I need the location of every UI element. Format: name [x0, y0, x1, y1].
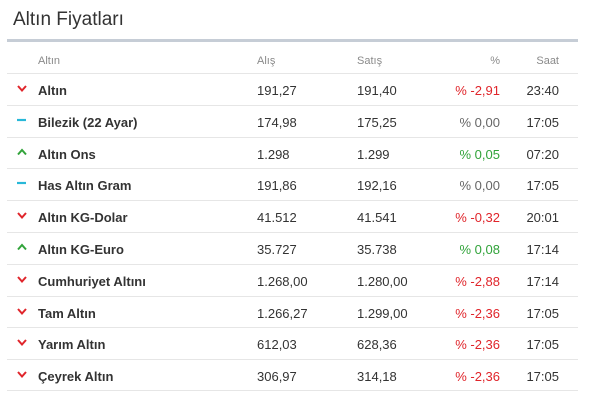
row-saat: 17:05 — [526, 114, 559, 130]
table-row[interactable]: Çeyrek Altın 306,97 314,18 % -2,36 17:05 — [7, 359, 578, 391]
row-name[interactable]: Çeyrek Altın — [38, 369, 114, 385]
row-alis: 1.266,27 — [257, 305, 308, 321]
page-title: Altın Fiyatları — [13, 9, 124, 30]
row-percent: % 0,00 — [459, 114, 500, 130]
dash-icon — [17, 118, 26, 121]
row-alis: 35.727 — [257, 241, 297, 257]
row-percent: % -2,36 — [455, 369, 500, 385]
table-row[interactable]: Altın KG-Euro 35.727 35.738 % 0,08 17:14 — [7, 231, 578, 264]
gold-price-table: Altın 191,27 191,40 % -2,91 23:40 Bilezi… — [7, 73, 578, 391]
row-satis: 1.299 — [357, 146, 390, 162]
chevron-up-icon — [17, 243, 27, 251]
title-divider — [7, 39, 578, 42]
row-saat: 17:05 — [526, 369, 559, 385]
row-percent: % -2,91 — [455, 83, 500, 98]
table-row[interactable]: Has Altın Gram 191,86 192,16 % 0,00 17:0… — [7, 168, 578, 200]
row-satis: 35.738 — [357, 241, 397, 257]
row-percent: % 0,08 — [459, 241, 500, 257]
row-alis: 1.268,00 — [257, 273, 308, 289]
row-saat: 17:14 — [526, 273, 559, 289]
row-alis: 1.298 — [257, 146, 290, 162]
table-row[interactable]: Tam Altın 1.266,27 1.299,00 % -2,36 17:0… — [7, 295, 578, 328]
row-percent: % 0,00 — [459, 178, 500, 194]
row-satis: 1.280,00 — [357, 273, 408, 289]
table-row[interactable]: Bilezik (22 Ayar) 174,98 175,25 % 0,00 1… — [7, 104, 578, 137]
table-row[interactable]: Altın Ons 1.298 1.299 % 0,05 07:20 — [7, 136, 578, 169]
row-saat: 17:05 — [526, 178, 559, 194]
row-percent: % -2,36 — [455, 337, 500, 353]
chevron-down-icon — [17, 307, 27, 315]
chevron-down-icon — [17, 371, 27, 379]
row-alis: 41.512 — [257, 210, 297, 226]
column-header-alis: Alış — [257, 55, 276, 67]
row-name[interactable]: Altın Ons — [38, 146, 96, 162]
row-alis: 612,03 — [257, 337, 297, 353]
row-alis: 191,27 — [257, 83, 297, 98]
table-row[interactable]: Yarım Altın 612,03 628,36 % -2,36 17:05 — [7, 327, 578, 359]
row-percent: % 0,05 — [459, 146, 500, 162]
table-row[interactable]: Altın KG-Dolar 41.512 41.541 % -0,32 20:… — [7, 200, 578, 232]
row-saat: 17:05 — [526, 337, 559, 353]
row-name[interactable]: Has Altın Gram — [38, 178, 132, 194]
table-row[interactable]: Cumhuriyet Altını 1.268,00 1.280,00 % -2… — [7, 263, 578, 296]
row-alis: 191,86 — [257, 178, 297, 194]
chevron-down-icon — [17, 212, 27, 220]
chevron-down-icon — [17, 85, 27, 93]
column-header-satis: Satış — [357, 55, 383, 67]
row-percent: % -2,36 — [455, 305, 500, 321]
table-header: Altın Alış Satış % Saat — [7, 52, 578, 72]
row-satis: 1.299,00 — [357, 305, 408, 321]
chevron-down-icon — [17, 339, 27, 347]
row-saat: 20:01 — [526, 210, 559, 226]
column-header-percent: % — [490, 55, 500, 67]
row-saat: 17:14 — [526, 241, 559, 257]
row-alis: 306,97 — [257, 369, 297, 385]
row-saat: 17:05 — [526, 305, 559, 321]
row-percent: % -2,88 — [455, 273, 500, 289]
row-percent: % -0,32 — [455, 210, 500, 226]
row-saat: 07:20 — [526, 146, 559, 162]
table-row[interactable]: Altın 191,27 191,40 % -2,91 23:40 — [7, 73, 578, 105]
row-name[interactable]: Bilezik (22 Ayar) — [38, 114, 138, 130]
row-alis: 174,98 — [257, 114, 297, 130]
row-satis: 41.541 — [357, 210, 397, 226]
chevron-down-icon — [17, 276, 27, 283]
row-satis: 175,25 — [357, 114, 397, 130]
dash-icon — [17, 182, 26, 185]
row-satis: 314,18 — [357, 369, 397, 385]
row-name[interactable]: Altın KG-Dolar — [38, 210, 128, 226]
row-name[interactable]: Cumhuriyet Altını — [38, 273, 146, 289]
row-name[interactable]: Tam Altın — [38, 305, 96, 321]
column-header-name: Altın — [38, 55, 61, 67]
chevron-up-icon — [17, 148, 27, 155]
row-name[interactable]: Altın — [38, 83, 67, 98]
row-name[interactable]: Yarım Altın — [38, 337, 106, 353]
row-name[interactable]: Altın KG-Euro — [38, 241, 124, 257]
row-satis: 192,16 — [357, 178, 397, 194]
column-header-saat: Saat — [536, 55, 559, 67]
row-satis: 191,40 — [357, 83, 397, 98]
row-saat: 23:40 — [526, 83, 559, 98]
row-satis: 628,36 — [357, 337, 397, 353]
